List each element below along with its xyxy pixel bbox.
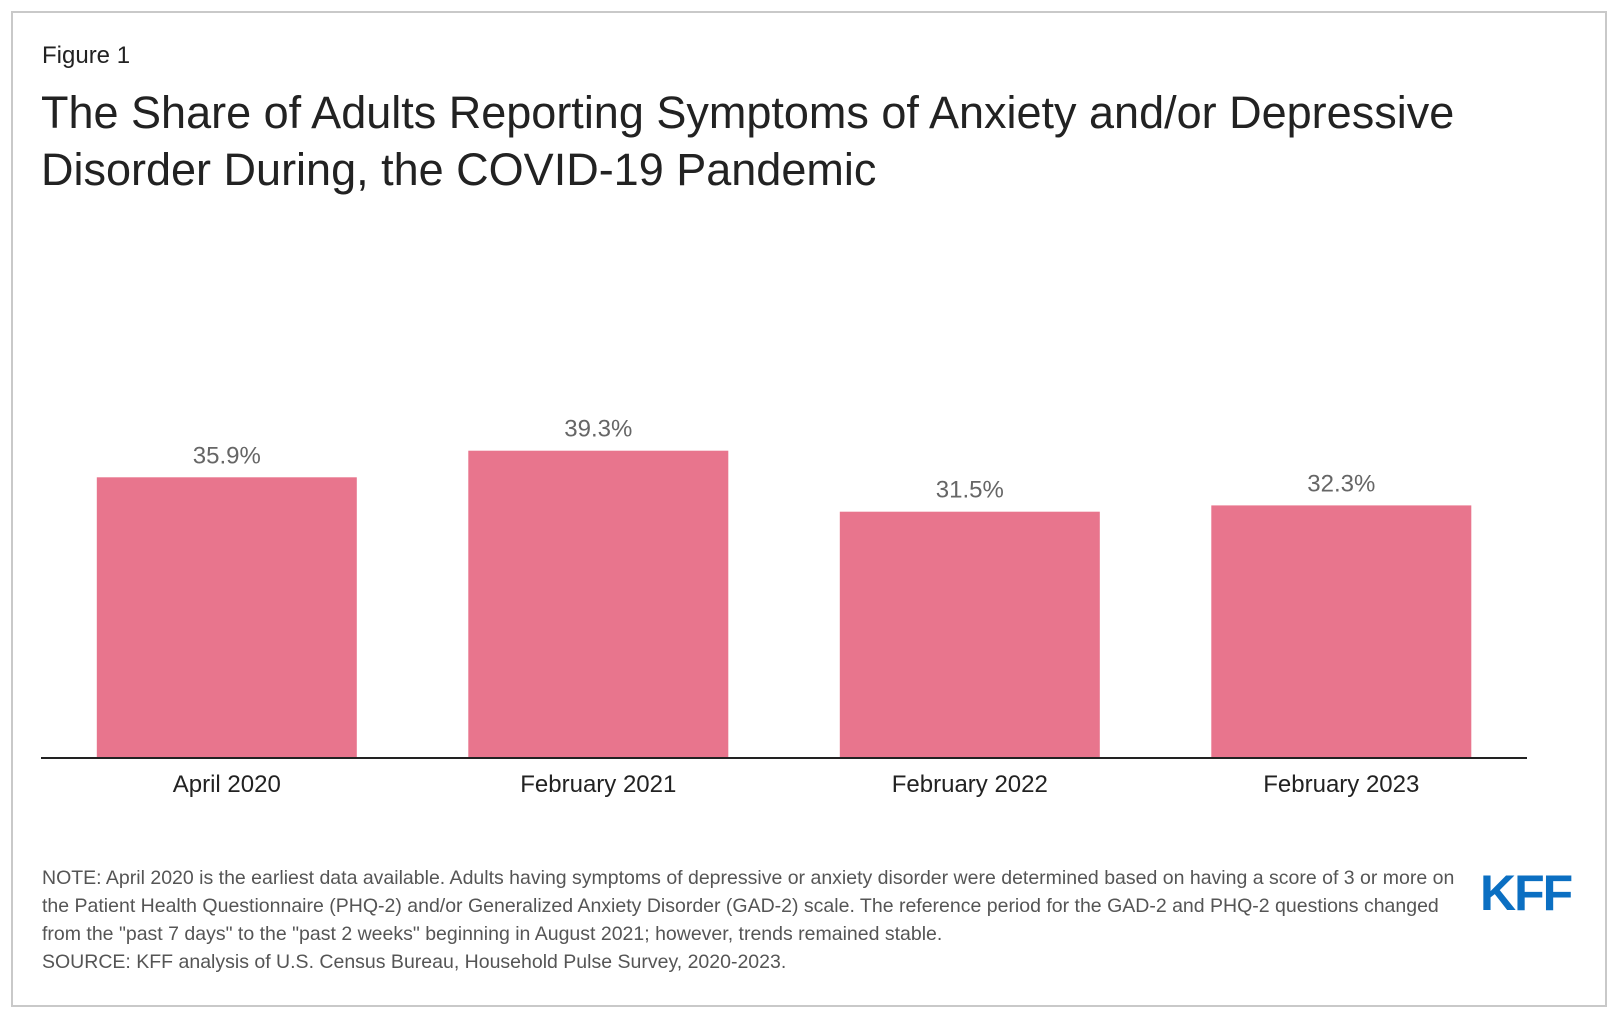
bar-chart: 35.9% April 2020 39.3% February 2021 31.5% Fe… <box>41 416 1527 798</box>
category-label-4: February 2023 <box>1263 771 1419 798</box>
kff-logo: KFF <box>1480 868 1574 916</box>
category-label-3: February 2022 <box>892 771 1048 798</box>
bar-2 <box>468 450 729 758</box>
bar-1 <box>96 477 357 758</box>
category-label-2: February 2021 <box>520 771 676 798</box>
source-text: SOURCE: KFF analysis of U.S. Census Bure… <box>42 951 787 973</box>
data-label-4: 32.3% <box>1307 470 1375 497</box>
bar-4 <box>1211 505 1472 758</box>
data-label-2: 39.3% <box>564 416 632 443</box>
figure-label: Figure 1 <box>42 42 131 69</box>
svg-text:KFF: KFF <box>1480 868 1572 916</box>
bar-3 <box>839 511 1100 758</box>
category-label-1: April 2020 <box>173 771 281 798</box>
chart-title: The Share of Adults Reporting Symptoms o… <box>41 87 1455 195</box>
notes-block: NOTE: April 2020 is the earliest data av… <box>42 864 1462 976</box>
data-label-1: 35.9% <box>193 442 261 469</box>
data-label-3: 31.5% <box>936 477 1004 504</box>
note-text: NOTE: April 2020 is the earliest data av… <box>42 867 1455 945</box>
